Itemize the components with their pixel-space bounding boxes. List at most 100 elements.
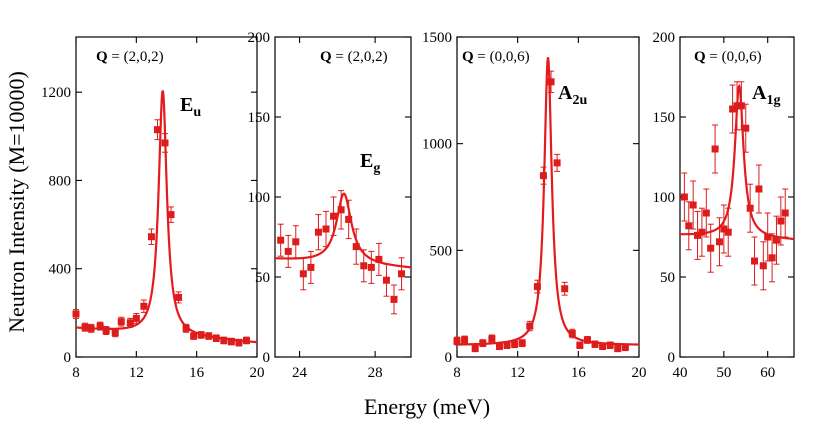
data-point (606, 341, 614, 349)
y-tick-label: 0 (445, 350, 453, 366)
data-point (518, 339, 526, 347)
data-point (772, 236, 780, 244)
x-tick-label: 16 (571, 365, 587, 381)
y-tick-label: 0 (668, 350, 676, 366)
y-tick-label: 200 (248, 30, 271, 46)
x-tick-label: 8 (72, 365, 80, 381)
data-point (733, 102, 741, 110)
data-point (161, 139, 169, 147)
data-point (153, 126, 161, 134)
data-point (737, 102, 745, 110)
data-point (583, 336, 591, 344)
y-tick-label: 500 (430, 243, 453, 259)
peak-label-sub: g (373, 161, 380, 176)
peak-label-main: A (752, 82, 767, 104)
x-tick-label: 16 (189, 365, 205, 381)
data-point (220, 336, 228, 344)
data-point (175, 293, 183, 301)
data-point (72, 310, 80, 318)
data-point (81, 323, 89, 331)
data-point (140, 302, 148, 310)
data-point (235, 339, 243, 347)
data-point (314, 228, 322, 236)
y-tick-label: 100 (653, 190, 676, 206)
data-point (742, 124, 750, 132)
data-point (471, 344, 479, 352)
q-symbol: Q (96, 49, 108, 65)
q-value: = (2,0,2) (108, 49, 164, 65)
peak-label-main: A (558, 82, 573, 104)
y-tick-label: 0 (263, 350, 271, 366)
data-point (568, 330, 576, 338)
data-point (479, 339, 487, 347)
data-point (526, 322, 534, 330)
x-tick-label: 8 (453, 365, 461, 381)
peak-label: A1g (752, 82, 780, 108)
data-point (299, 270, 307, 278)
data-point (277, 236, 285, 244)
data-point (576, 341, 584, 349)
data-point (702, 209, 710, 217)
data-point (539, 172, 547, 180)
data-point (503, 341, 511, 349)
y-tick-label: 800 (49, 173, 72, 189)
data-point (707, 244, 715, 252)
x-tick-label: 50 (716, 365, 731, 381)
peak-label: Eg (360, 150, 380, 176)
y-axis-label: Neutron Intensity (M=10000) (4, 71, 29, 333)
panel-a1g: Q = (0,0,6) A1g 40 50 60 0 50 100 150 200 (653, 30, 795, 381)
x-tick-label: 24 (292, 365, 308, 381)
q-label: Q = (2,0,2) (320, 49, 388, 65)
data-point (777, 217, 785, 225)
data-point (375, 255, 383, 263)
x-tick-label: 20 (250, 365, 265, 381)
q-symbol: Q (694, 49, 706, 65)
data-point (322, 225, 330, 233)
q-label: Q = (0,0,6) (694, 49, 762, 65)
peak-label-sub: u (193, 105, 201, 120)
y-tick-label: 400 (49, 262, 72, 278)
fit-curve (75, 90, 258, 344)
peak-label: Eu (180, 94, 201, 120)
q-value: = (0,0,6) (706, 49, 762, 65)
data-point (533, 283, 541, 291)
y-tick-label: 150 (248, 110, 271, 126)
y-tick-label: 50 (660, 270, 675, 286)
data-point (111, 329, 119, 337)
plot-frame (456, 36, 640, 358)
x-tick-label: 12 (129, 365, 144, 381)
data-point (768, 254, 776, 262)
panel-eu: Q = (2,0,2) Eu 8 12 16 20 0 400 800 1200 (41, 36, 265, 381)
data-point (764, 233, 772, 241)
data-point (345, 215, 353, 223)
data-point (759, 262, 767, 270)
data-point (212, 334, 220, 342)
data-point (561, 285, 569, 293)
peak-label-sub: 1g (766, 93, 780, 108)
y-tick-label: 150 (653, 110, 676, 126)
data-point (284, 247, 292, 255)
y-tick-label: 0 (64, 350, 72, 366)
data-point (147, 233, 155, 241)
q-value: = (0,0,6) (474, 49, 530, 65)
panel-a2u: Q = (0,0,6) A2u 8 12 16 20 0 500 1000 1500 (422, 30, 647, 381)
data-point (715, 238, 723, 246)
y-tick-label: 200 (653, 30, 676, 46)
x-tick-label: 28 (368, 365, 383, 381)
fit-curve (456, 57, 640, 346)
data-point (190, 332, 198, 340)
data-point (591, 340, 599, 348)
data-point (495, 342, 503, 350)
data-point (352, 243, 360, 251)
data-point (689, 201, 697, 209)
y-tick-label: 1500 (422, 30, 452, 46)
data-point (367, 263, 375, 271)
x-tick-label: 20 (632, 365, 647, 381)
data-point (87, 324, 95, 332)
data-point (547, 78, 555, 86)
panel-eg: Q = (2,0,2) Eg 24 28 0 50 100 150 200 (248, 30, 412, 381)
data-point (167, 211, 175, 219)
data-point (755, 185, 763, 193)
data-point (390, 295, 398, 303)
data-point (751, 257, 759, 265)
